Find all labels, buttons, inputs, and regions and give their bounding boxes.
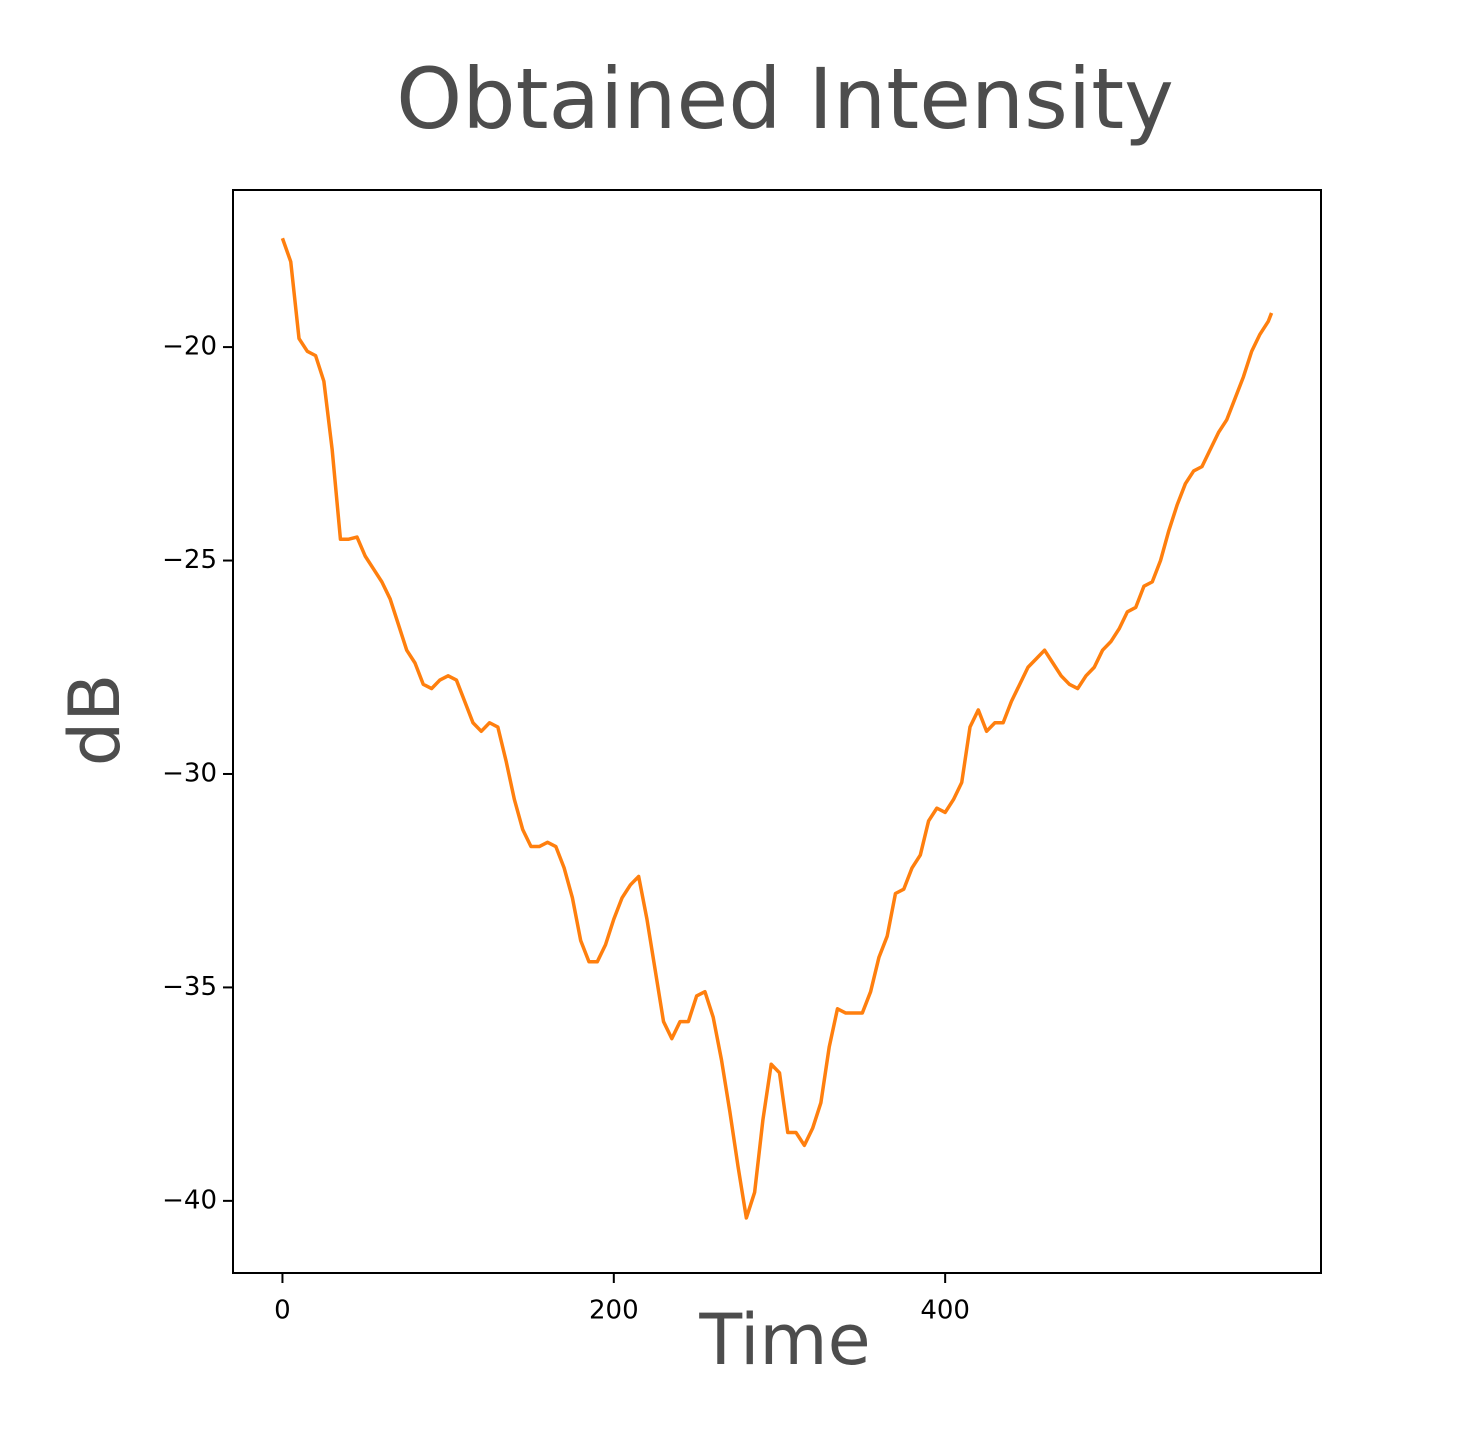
x-tick-label: 0 <box>274 1296 291 1326</box>
y-axis-label: dB <box>54 674 136 766</box>
y-tick-label: −20 <box>162 332 217 362</box>
y-tick-label: −35 <box>162 972 217 1002</box>
y-tick-label: −30 <box>162 758 217 788</box>
line-series <box>280 237 1274 1220</box>
x-tick-label: 400 <box>920 1296 970 1326</box>
plot-frame <box>232 189 1322 1274</box>
y-tick-label: −25 <box>162 545 217 575</box>
x-axis-label: Time <box>698 1299 870 1381</box>
y-tick-label: −40 <box>162 1185 217 1215</box>
x-tick-label: 200 <box>589 1296 639 1326</box>
chart-title: Obtained Intensity <box>396 50 1174 148</box>
